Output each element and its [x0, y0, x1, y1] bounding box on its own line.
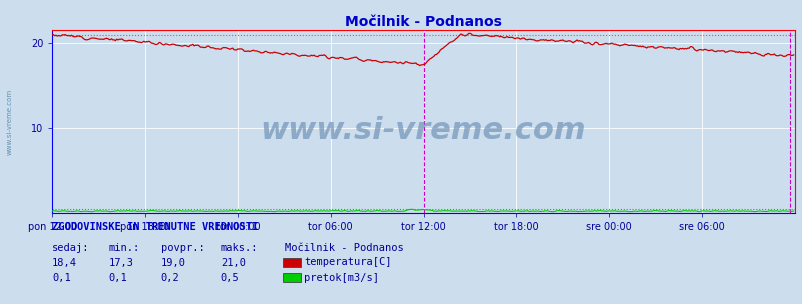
Text: 18,4: 18,4: [52, 258, 77, 268]
Title: Močilnik - Podnanos: Močilnik - Podnanos: [345, 15, 501, 29]
Text: pretok[m3/s]: pretok[m3/s]: [304, 273, 379, 283]
Text: povpr.:: povpr.:: [160, 243, 204, 253]
Text: 0,2: 0,2: [160, 273, 179, 283]
Text: ZGODOVINSKE IN TRENUTNE VREDNOSTI: ZGODOVINSKE IN TRENUTNE VREDNOSTI: [52, 222, 258, 232]
Text: 17,3: 17,3: [108, 258, 133, 268]
Text: www.si-vreme.com: www.si-vreme.com: [261, 116, 585, 145]
Text: 0,1: 0,1: [108, 273, 127, 283]
Text: sedaj:: sedaj:: [52, 243, 90, 253]
Text: 21,0: 21,0: [221, 258, 245, 268]
Text: Močilnik - Podnanos: Močilnik - Podnanos: [285, 243, 403, 253]
Text: maks.:: maks.:: [221, 243, 258, 253]
Text: 0,1: 0,1: [52, 273, 71, 283]
Text: min.:: min.:: [108, 243, 140, 253]
Text: 19,0: 19,0: [160, 258, 185, 268]
Text: 0,5: 0,5: [221, 273, 239, 283]
Text: temperatura[C]: temperatura[C]: [304, 257, 391, 268]
Text: www.si-vreme.com: www.si-vreme.com: [6, 88, 13, 155]
